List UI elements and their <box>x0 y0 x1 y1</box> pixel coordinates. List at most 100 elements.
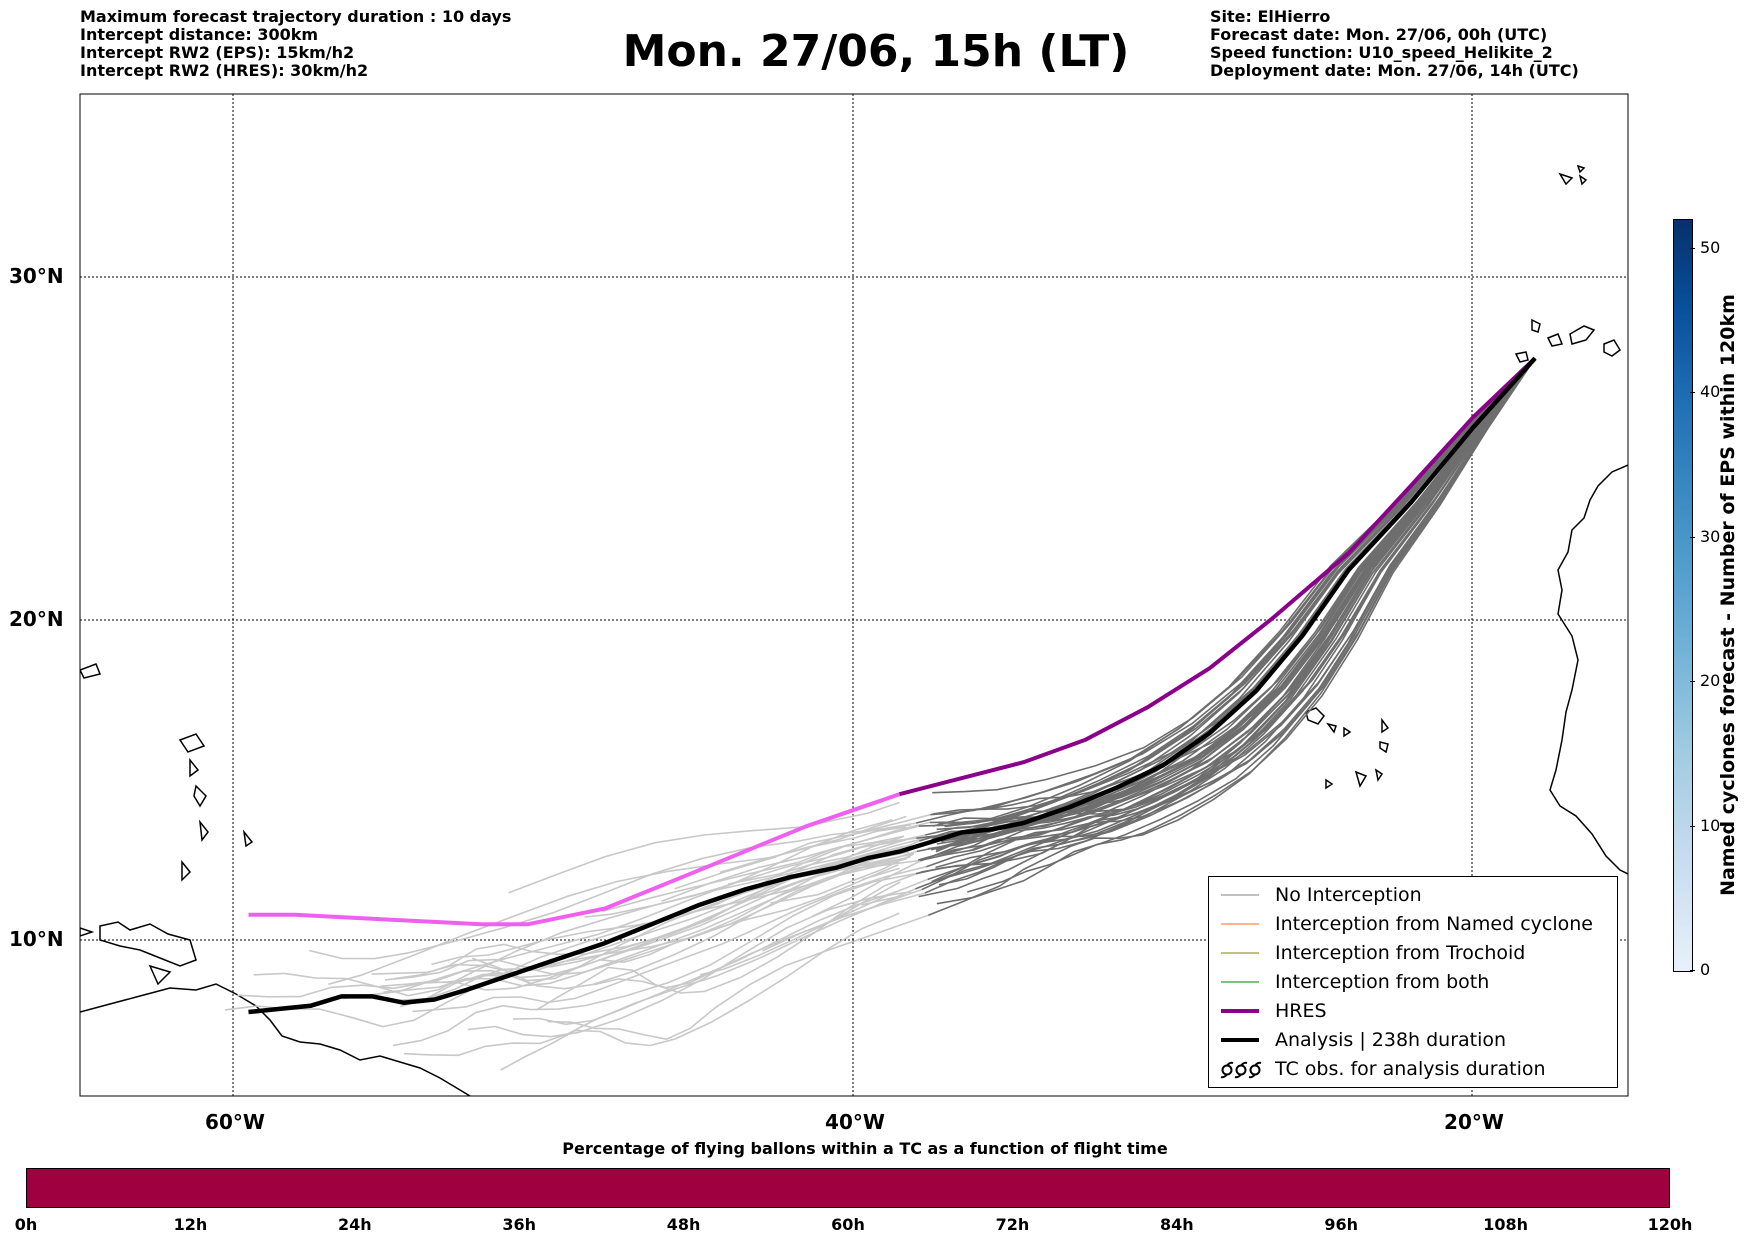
header-right: Site: ElHierro Forecast date: Mon. 27/06… <box>1210 8 1579 80</box>
eps-trajectory-light <box>393 837 917 980</box>
eps-trajectory-dark <box>941 357 1536 843</box>
eps-trajectories-light <box>224 801 931 1071</box>
eps-trajectory-light <box>547 914 929 1040</box>
map-legend: No Interception Interception from Named … <box>1208 876 1618 1088</box>
hres-trajectory-far <box>248 792 901 927</box>
eps-trajectory-light <box>500 912 900 1071</box>
eps-trajectory-light <box>812 859 922 917</box>
eps-trajectory-light <box>727 836 914 885</box>
eps-trajectory-light <box>392 872 916 1047</box>
lon-label-40w: 40°W <box>825 1110 885 1134</box>
map-frame <box>79 93 1629 1097</box>
legend-item-named-cyclone: Interception from Named cyclone <box>1215 910 1593 938</box>
caribbean-islands <box>80 663 254 986</box>
colorbar-tick-label: 50 <box>1700 237 1721 257</box>
lat-label-30n: 30°N <box>9 264 64 288</box>
eps-trajectory-light <box>380 851 910 987</box>
time-bar-tick-label: 12h <box>173 1215 208 1234</box>
lat-label-20n: 20°N <box>9 607 64 631</box>
eps-trajectory-dark <box>935 357 1536 853</box>
speed-function-text: Speed function: U10_speed_Helikite_2 <box>1210 43 1553 62</box>
eps-trajectory-dark <box>936 357 1536 845</box>
eps-trajectory-light <box>237 834 926 998</box>
time-bar-title: Percentage of flying ballons within a TC… <box>562 1139 1168 1158</box>
eps-trajectory-dark <box>921 357 1536 873</box>
eps-trajectory-dark <box>917 357 1536 861</box>
header-left: Maximum forecast trajectory duration : 1… <box>80 8 511 80</box>
graticule <box>80 94 1628 1096</box>
lat-label-10n: 10°N <box>9 927 64 951</box>
colorbar-tick-label: 20 <box>1700 671 1721 691</box>
colorbar-tick-label: 0 <box>1700 960 1711 979</box>
colorbar-tick-mark <box>1690 536 1695 538</box>
deployment-date-text: Deployment date: Mon. 27/06, 14h (UTC) <box>1210 61 1579 80</box>
colorbar-tick-label: 30 <box>1700 526 1721 546</box>
time-bar-tick-label: 36h <box>502 1215 537 1234</box>
eps-trajectory-light <box>412 865 927 1013</box>
eps-trajectory-dark <box>932 357 1536 840</box>
eps-trajectory-dark <box>936 357 1536 858</box>
colorbar-tick-mark <box>1690 247 1695 249</box>
legend-item-trochoid: Interception from Trochoid <box>1215 939 1525 967</box>
colorbar-tick-mark <box>1690 970 1695 971</box>
time-bar-tick-label: 72h <box>995 1215 1030 1234</box>
eps-trajectory-light <box>328 815 907 986</box>
eps-trajectory-dark <box>919 357 1536 862</box>
eps-trajectory-light <box>309 813 931 960</box>
time-bar <box>26 1168 1670 1208</box>
eps-trajectories-no-interception <box>915 357 1536 917</box>
time-bar-tick-label: 120h <box>1647 1215 1693 1234</box>
legend-item-no-interception: No Interception <box>1215 881 1422 909</box>
eps-trajectory-dark <box>930 357 1536 816</box>
eps-trajectory-dark <box>926 357 1536 868</box>
eps-trajectory-dark <box>921 357 1536 891</box>
eps-colorbar <box>1673 219 1693 972</box>
eps-trajectory-light <box>535 871 922 1011</box>
eps-trajectory-dark <box>916 357 1536 853</box>
intercept-distance-text: Intercept distance: 300km <box>80 25 319 44</box>
eps-trajectory-dark <box>945 357 1536 842</box>
lon-label-60w: 60°W <box>205 1110 265 1134</box>
time-bar-tick-label: 0h <box>14 1215 38 1234</box>
colorbar-tick-label: 10 <box>1700 815 1721 835</box>
colorbar-tick-mark <box>1690 681 1695 683</box>
canary-islands <box>1514 318 1621 363</box>
forecast-date-text: Forecast date: Mon. 27/06, 00h (UTC) <box>1210 25 1548 44</box>
time-bar-tick-label: 60h <box>831 1215 865 1234</box>
eps-trajectory-light <box>674 824 911 890</box>
coastlines <box>80 164 1628 1096</box>
time-bar-tick-label: 108h <box>1483 1215 1528 1234</box>
analysis-trajectory <box>248 356 1537 1015</box>
eps-trajectory-light <box>512 890 899 1026</box>
hres-trajectory-near <box>899 356 1537 797</box>
colorbar-tick-mark <box>1690 825 1695 827</box>
south-america-coastline <box>80 983 471 1096</box>
legend-item-tc-obs: TC obs. for analysis duration <box>1215 1055 1546 1083</box>
tc-symbols-icon <box>1220 1061 1262 1079</box>
eps-trajectory-light <box>508 801 900 894</box>
africa-coastline <box>1549 464 1628 875</box>
eps-trajectory-dark <box>935 357 1536 869</box>
eps-trajectory-dark <box>927 357 1536 839</box>
eps-trajectory-light <box>467 890 912 1038</box>
hres-trajectory <box>248 356 1537 927</box>
colorbar-tick-label: 40 <box>1700 382 1721 402</box>
eps-trajectory-dark <box>935 357 1536 851</box>
eps-trajectory-dark <box>919 357 1536 842</box>
eps-trajectory-light <box>403 888 923 1057</box>
eps-trajectory-light <box>398 845 904 1002</box>
lon-label-20w: 20°W <box>1444 1110 1504 1134</box>
eps-trajectory-dark <box>927 357 1536 850</box>
eps-trajectory-dark <box>930 357 1536 851</box>
eps-trajectory-light <box>602 821 930 913</box>
analysis-path <box>248 356 1537 1015</box>
colorbar-label: Named cyclones forecast - Number of EPS … <box>1717 294 1739 896</box>
legend-item-analysis: Analysis | 238h duration <box>1215 1026 1506 1054</box>
intercept-eps-text: Intercept RW2 (EPS): 15km/h2 <box>80 43 355 62</box>
max-duration-text: Maximum forecast trajectory duration : 1… <box>80 7 512 26</box>
eps-trajectory-light <box>861 867 900 881</box>
eps-trajectory-dark <box>938 357 1536 849</box>
eps-trajectory-dark <box>931 357 1536 841</box>
legend-item-hres: HRES <box>1215 997 1327 1025</box>
